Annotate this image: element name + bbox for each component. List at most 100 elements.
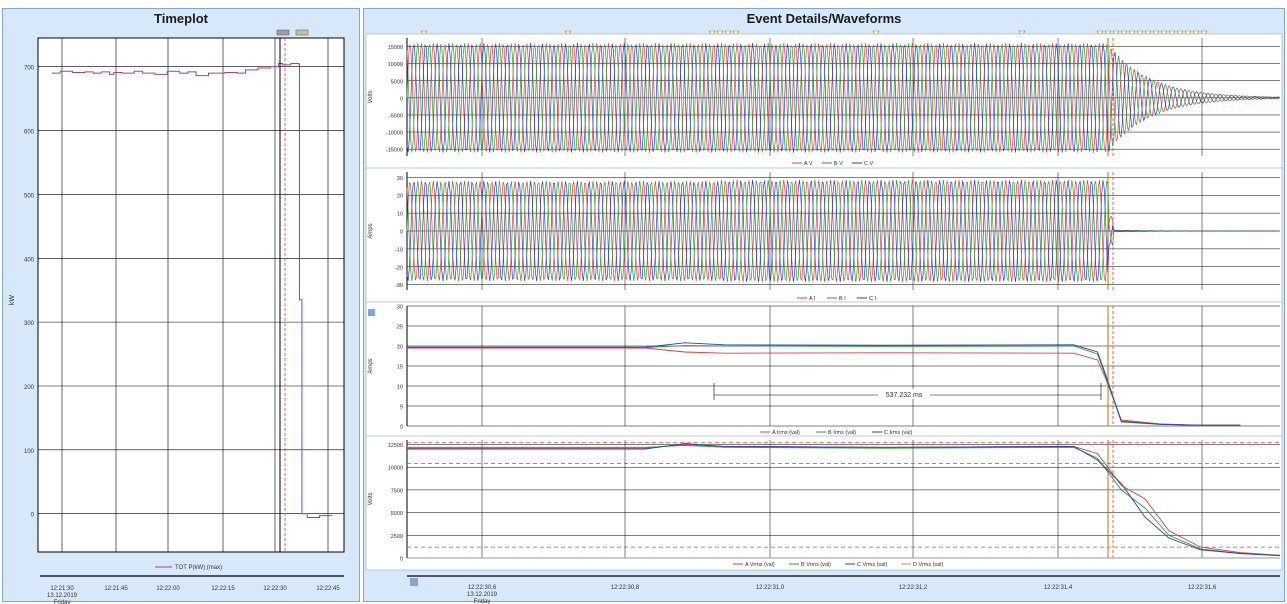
rms-legend-label: B Vrms (val) xyxy=(801,562,831,568)
waveform-legend-label: C I xyxy=(869,296,877,302)
timeplot-ytick-label: 0 xyxy=(31,513,35,519)
event-marker-icon xyxy=(1168,30,1176,37)
timeplot-ytick-label: 100 xyxy=(24,449,35,455)
waveform-ytick-label: 5000 xyxy=(391,511,403,517)
timeplot-xtick-label: 12:22:30 xyxy=(263,586,287,592)
waveform-ylabel: Amps xyxy=(368,223,374,238)
waveform-xtick-label: 12:22:31,6 xyxy=(1188,585,1217,591)
event-marker-icon xyxy=(1018,30,1026,37)
waveform-ytick-label: -5000 xyxy=(389,113,403,119)
waveform-series-line xyxy=(406,43,1280,153)
timeplot-ylabel: kW xyxy=(9,295,16,306)
timeplot-xtick-label: 12:22:00 xyxy=(156,586,180,592)
waveform-ytick-label: 0 xyxy=(400,96,403,102)
event-marker-icon xyxy=(1104,30,1112,37)
timeplot-xtick-label: 12:21:45 xyxy=(104,586,128,592)
timeplot-series-line xyxy=(52,63,332,519)
waveform-ytick-label: -15000 xyxy=(386,148,403,154)
event-marker-icon xyxy=(1160,30,1168,37)
waveform-ytick-label: 12500 xyxy=(388,443,403,449)
waveform-ytick-label: 15 xyxy=(397,365,403,371)
timeplot-ytick-label: 600 xyxy=(24,130,35,136)
waveform-ytick-label: 7500 xyxy=(391,488,403,494)
waveform-ytick-label: 20 xyxy=(397,194,403,200)
duration-label: 537.232 ms xyxy=(886,392,923,399)
waveform-ytick-label: 30 xyxy=(397,176,403,182)
waveform-ytick-label: -20 xyxy=(395,265,403,271)
duration-label-bg xyxy=(878,389,930,399)
rms-legend-label: A Vrms (val) xyxy=(745,562,775,568)
waveform-legend-label: C V xyxy=(864,161,874,167)
timeplot-marker-icon xyxy=(276,29,290,36)
waveform-legend-label: A V xyxy=(804,161,813,167)
waveform-ylabel: Amps xyxy=(368,358,374,373)
waveform-series-line xyxy=(406,179,1280,283)
event-marker-icon xyxy=(1136,30,1144,37)
waveform-ytick-label: 10 xyxy=(397,385,403,391)
event-marker-icon xyxy=(1144,30,1152,37)
waveform-ylabel: Volts xyxy=(368,492,374,505)
waveform-ytick-label: 20 xyxy=(397,345,403,351)
waveform-panel-frame xyxy=(365,301,1283,439)
waveform-ytick-label: -10000 xyxy=(386,131,403,137)
timeplot-date-label: 13.12.2019 xyxy=(47,593,78,599)
waveform-xtick-label: 12:22:31,0 xyxy=(756,585,785,591)
timeplot-plot-area xyxy=(37,37,345,553)
event-marker-icon xyxy=(724,30,732,37)
event-marker-icon xyxy=(732,30,740,37)
event-marker-icon xyxy=(1096,30,1104,37)
rms-series-line xyxy=(407,342,1241,426)
event-marker-icon xyxy=(1152,30,1160,37)
waveform-ylabel: Volts xyxy=(368,90,374,103)
waveform-xtick-label: 12:22:31,2 xyxy=(899,585,928,591)
rms-series-line xyxy=(407,444,1281,556)
event-marker-icon xyxy=(1200,30,1208,37)
event-details-title: Event Details/Waveforms xyxy=(746,11,902,26)
waveform-series-line xyxy=(406,179,1280,283)
rms-series-line xyxy=(407,444,1281,556)
waveform-ytick-label: 10000 xyxy=(388,466,403,472)
rms-legend-label: C Vrms (val) xyxy=(857,562,888,568)
waveform-ytick-label: -30 xyxy=(395,283,403,289)
zoom-icon xyxy=(410,578,418,586)
waveform-series-line xyxy=(406,43,1280,153)
rms-legend-label: A Irms (val) xyxy=(772,430,800,436)
waveform-ytick-label: 10 xyxy=(397,212,403,218)
lock-icon xyxy=(368,309,375,316)
event-marker-icon xyxy=(1176,30,1184,37)
waveform-xtick-label: 12:22:31,4 xyxy=(1044,585,1073,591)
waveform-ytick-label: 25 xyxy=(397,325,403,331)
event-marker-icon xyxy=(564,30,572,37)
timeplot-xtick-label: 12:21:30 xyxy=(50,586,74,592)
waveform-day-label: Friday xyxy=(474,599,491,604)
waveform-ytick-label: 30 xyxy=(397,305,403,311)
waveform-date-label: 13.12.2019 xyxy=(467,592,498,598)
event-marker-icon xyxy=(1112,30,1120,37)
event-marker-icon xyxy=(1120,30,1128,37)
waveform-legend-label: A I xyxy=(809,296,816,302)
waveform-ytick-label: 0 xyxy=(400,425,403,431)
rms-legend-label: D Vrms (val) xyxy=(913,562,944,568)
rms-legend-label: C Irms (val) xyxy=(884,430,913,436)
timeplot-day-label: Friday xyxy=(54,600,71,604)
waveform-ytick-label: 0 xyxy=(400,230,403,236)
waveform-ytick-label: 10000 xyxy=(388,62,403,68)
timeplot-ytick-label: 400 xyxy=(24,257,35,263)
waveform-panel-frame xyxy=(365,435,1283,571)
timeplot-ytick-label: 300 xyxy=(24,321,35,327)
waveform-ytick-label: 0 xyxy=(400,557,403,563)
event-marker-icon xyxy=(872,30,880,37)
rms-series-line xyxy=(407,443,1281,557)
waveform-legend-label: B V xyxy=(834,161,843,167)
event-marker-icon xyxy=(1192,30,1200,37)
timeplot-ytick-label: 200 xyxy=(24,385,35,391)
waveform-xtick-label: 12:22:30,8 xyxy=(611,585,640,591)
waveform-ytick-label: 15000 xyxy=(388,45,403,51)
event-marker-icon xyxy=(716,30,724,37)
waveform-ytick-label: -10 xyxy=(395,247,403,253)
timeplot-ytick-label: 500 xyxy=(24,193,35,199)
timeplot-legend-label: TOT P(kW) (max) xyxy=(175,565,222,571)
timeplot-marker-icon xyxy=(295,29,309,36)
waveform-legend-label: B I xyxy=(839,296,846,302)
